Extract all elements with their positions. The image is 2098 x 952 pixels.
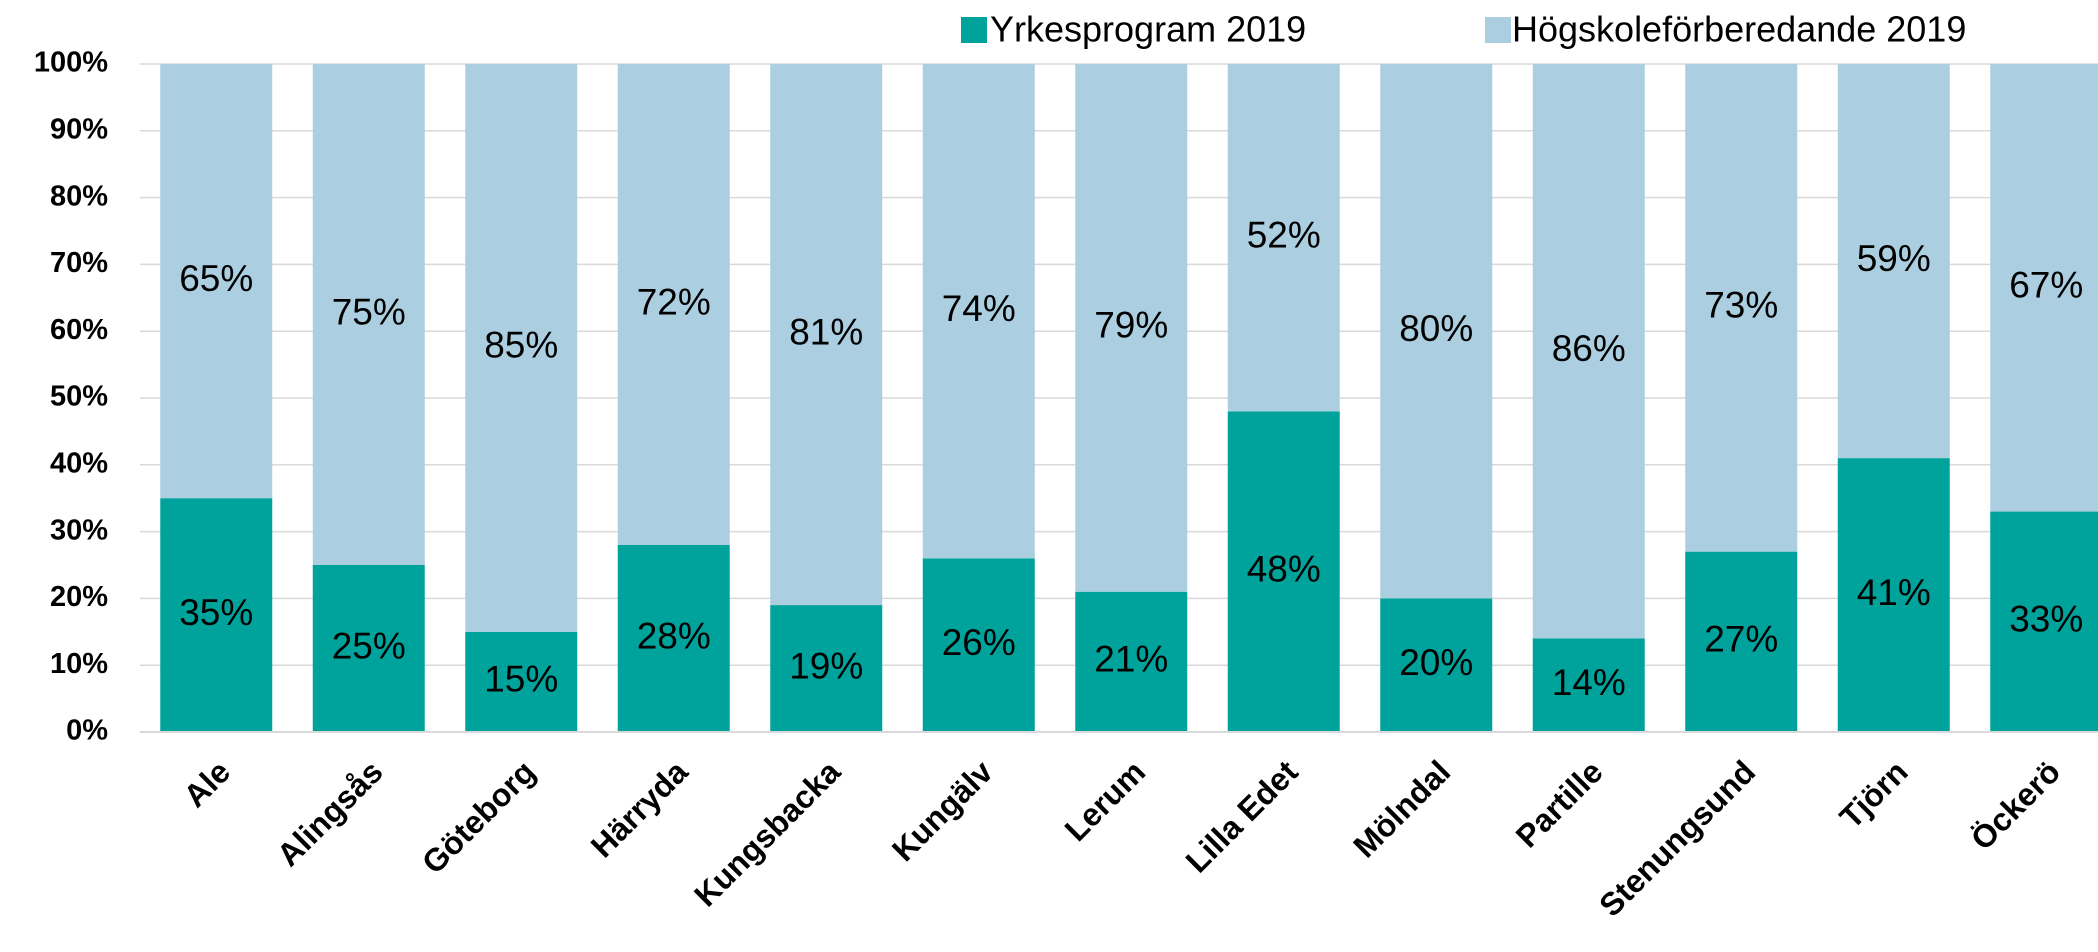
bar-segment [922, 558, 1035, 732]
data-label: 33% [2009, 599, 2083, 640]
data-label: 72% [637, 281, 711, 322]
y-tick-label: 50% [50, 381, 108, 413]
bar-segment [1532, 64, 1645, 639]
y-tick-label: 90% [50, 113, 108, 145]
data-label: 26% [942, 622, 1016, 663]
x-tick-label: Ale [177, 753, 238, 814]
bar-segment [1380, 64, 1493, 599]
data-label: 86% [1552, 328, 1626, 369]
y-tick-label: 30% [50, 514, 108, 546]
bar-segment [465, 64, 578, 632]
x-tick-label: Tjörn [1833, 753, 1915, 835]
y-tick-label: 70% [50, 247, 108, 279]
data-label: 48% [1247, 548, 1321, 589]
legend-label: Yrkesprogram 2019 [990, 9, 1306, 50]
bar-segment [770, 64, 883, 606]
data-label: 81% [789, 311, 863, 352]
bar-segment [1837, 458, 1950, 732]
data-label: 73% [1704, 285, 1778, 326]
data-label: 85% [484, 325, 558, 366]
data-label: 28% [637, 615, 711, 656]
x-tick-label: Mölndal [1346, 753, 1457, 864]
bar-segment [312, 64, 425, 565]
bar-segment [465, 631, 578, 732]
x-tick-label: Göteborg [415, 753, 542, 880]
data-label: 75% [332, 291, 406, 332]
y-tick-label: 60% [50, 314, 108, 346]
bar-segment [1227, 64, 1340, 412]
legend-swatch [961, 17, 987, 43]
x-tick-label: Kungälv [885, 753, 1000, 868]
bar-segment [1532, 638, 1645, 732]
y-tick-label: 10% [50, 648, 108, 680]
bar-segment [160, 498, 273, 732]
data-label: 20% [1399, 642, 1473, 683]
bar-segment [617, 64, 730, 545]
data-label: 21% [1094, 639, 1168, 680]
y-tick-label: 80% [50, 180, 108, 212]
bar-segment [1990, 511, 2098, 732]
bar-segment [1685, 64, 1798, 552]
data-label: 80% [1399, 308, 1473, 349]
bar-segment [617, 544, 730, 732]
bar-segment [770, 605, 883, 732]
legend-label: Högskoleförberedande 2019 [1512, 9, 1966, 50]
data-label: 27% [1704, 619, 1778, 660]
data-label: 25% [332, 625, 406, 666]
data-label: 35% [179, 592, 253, 633]
x-tick-label: Lerum [1058, 753, 1153, 848]
x-tick-label: Kungsbacka [687, 753, 847, 913]
y-tick-label: 20% [50, 581, 108, 613]
x-tick-label: Härryda [584, 753, 695, 864]
legend-swatch [1485, 17, 1511, 43]
data-label: 52% [1247, 214, 1321, 255]
y-tick-label: 100% [34, 47, 108, 79]
y-tick-label: 0% [66, 715, 108, 747]
bar-segment [1075, 591, 1188, 732]
bar-segment [1227, 411, 1340, 732]
bar-segment [1075, 64, 1188, 592]
data-label: 65% [179, 258, 253, 299]
bar-segment [312, 565, 425, 732]
data-label: 41% [1857, 572, 1931, 613]
data-label: 19% [789, 645, 863, 686]
bar-segment [160, 64, 273, 499]
y-tick-label: 40% [50, 447, 108, 479]
data-label: 79% [1094, 305, 1168, 346]
bar-segment [922, 64, 1035, 559]
x-tick-label: Öckerö [1964, 753, 2067, 856]
data-label: 15% [484, 659, 558, 700]
bar-segment [1380, 598, 1493, 732]
bar-segment [1837, 64, 1950, 459]
data-label: 14% [1552, 662, 1626, 703]
data-label: 74% [942, 288, 1016, 329]
x-tick-label: Stenungsund [1592, 753, 1762, 923]
x-tick-label: Lilla Edet [1179, 753, 1305, 879]
bar-segment [1685, 551, 1798, 732]
data-label: 67% [2009, 265, 2083, 306]
x-tick-label: Alingsås [270, 753, 390, 873]
x-tick-label: Partille [1509, 753, 1610, 854]
bar-segment [1990, 64, 2098, 512]
data-label: 59% [1857, 238, 1931, 279]
